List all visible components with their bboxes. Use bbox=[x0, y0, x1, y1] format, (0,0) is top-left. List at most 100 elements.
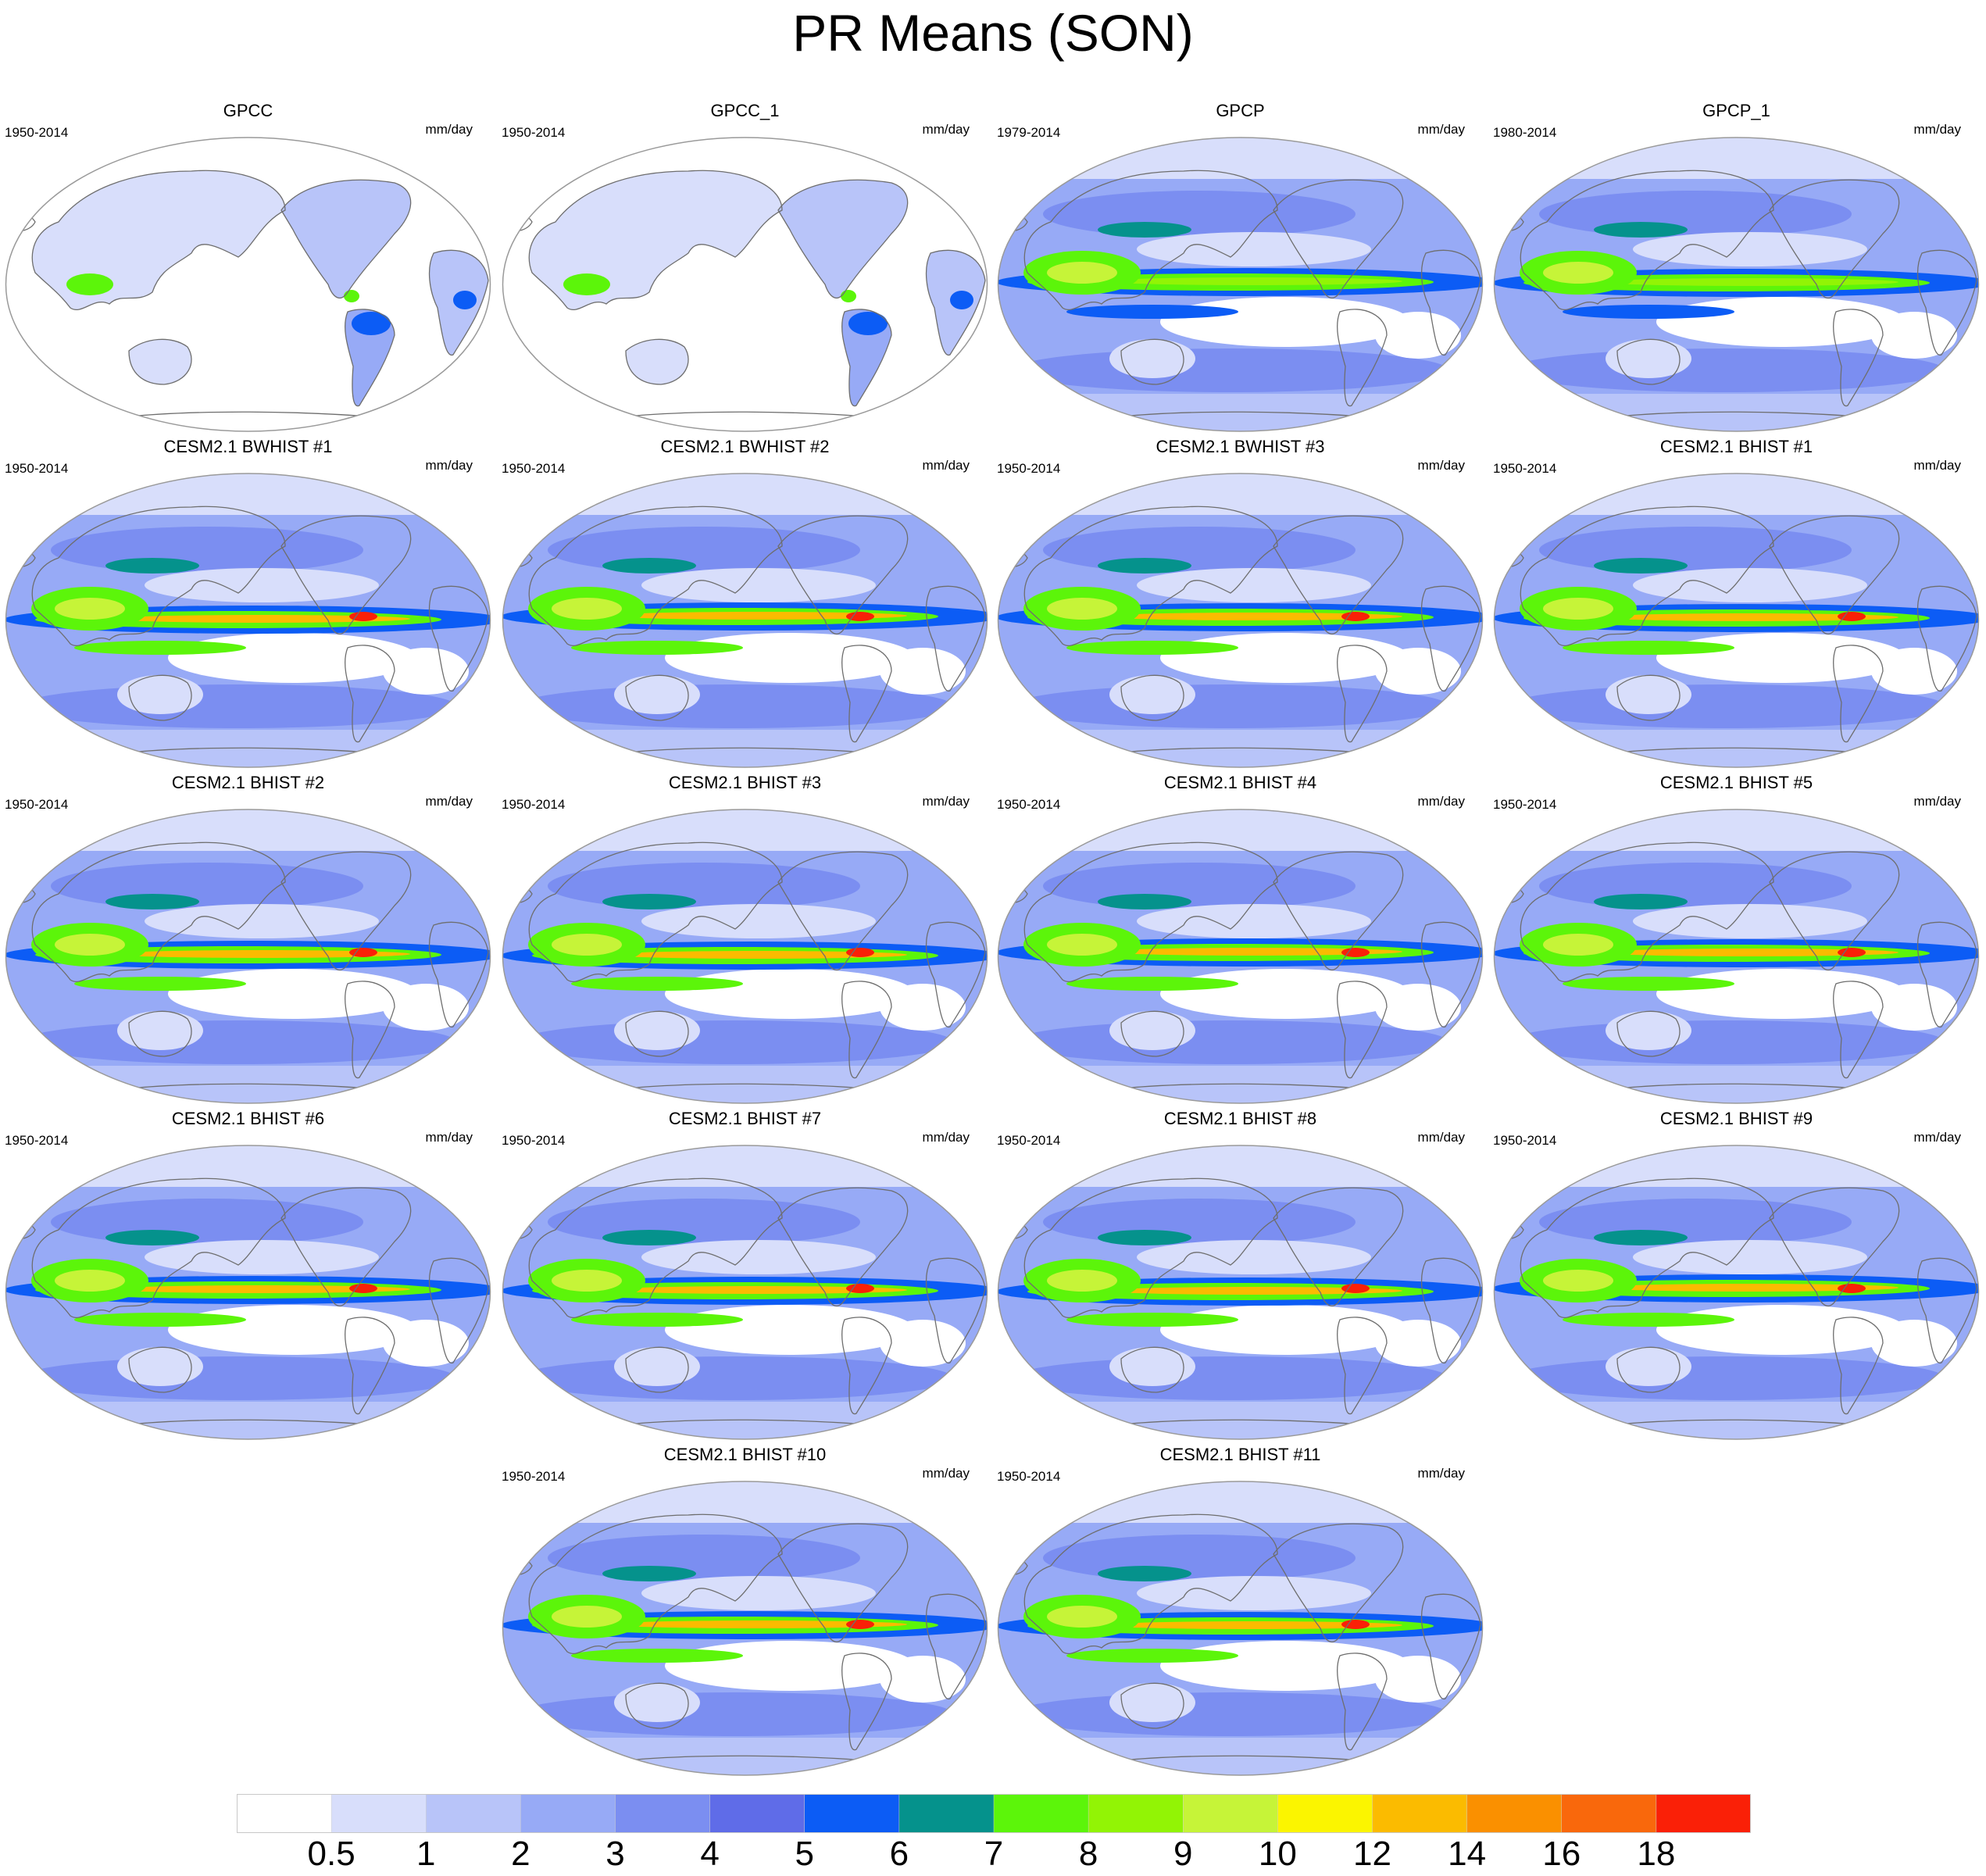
panel-period-label: 1950-2014 bbox=[997, 1133, 1061, 1148]
storm-track-north bbox=[51, 527, 363, 574]
kuroshio-band bbox=[105, 558, 199, 574]
panel-title: GPCP_1 bbox=[1702, 101, 1770, 120]
warm-pool-core bbox=[552, 934, 622, 956]
subtropical-dry-north bbox=[1633, 904, 1867, 938]
dry-zone-australia bbox=[1109, 675, 1195, 714]
coastline-australia-outline bbox=[625, 1682, 689, 1729]
panel-title: CESM2.1 BWHIST #2 bbox=[660, 437, 830, 456]
kuroshio-band bbox=[1594, 894, 1688, 909]
map-border bbox=[5, 1145, 491, 1440]
polar-band-north bbox=[502, 809, 988, 851]
spcz-band bbox=[1563, 305, 1734, 319]
map-border bbox=[502, 1145, 988, 1440]
spcz-band bbox=[1066, 1649, 1238, 1663]
spcz-band bbox=[1066, 977, 1238, 991]
subtropical-dry-north bbox=[1633, 1240, 1867, 1274]
polar-band-north bbox=[998, 473, 1483, 515]
spcz-band bbox=[571, 641, 743, 655]
panel-period-label: 1950-2014 bbox=[5, 125, 69, 140]
spcz-band bbox=[1563, 977, 1734, 991]
dry-zone-australia bbox=[1109, 1683, 1195, 1722]
coastline-asia-outline bbox=[31, 842, 286, 982]
itcz-hotspot bbox=[1838, 948, 1866, 957]
subtropical-dry-north bbox=[1633, 568, 1867, 602]
panel-title: CESM2.1 BWHIST #3 bbox=[1156, 437, 1325, 456]
itcz-core bbox=[1602, 278, 1898, 286]
polar-band-south bbox=[998, 1402, 1483, 1439]
polar-band-north bbox=[998, 809, 1483, 851]
storm-track-north bbox=[548, 1199, 860, 1245]
land-australia-precip bbox=[626, 339, 689, 384]
panel-title: CESM2.1 BHIST #3 bbox=[668, 773, 822, 792]
warm-pool-core bbox=[1543, 934, 1613, 956]
dry-zone-australia bbox=[1109, 1011, 1195, 1050]
precip-map bbox=[1493, 137, 1980, 432]
colorbar-segment bbox=[1088, 1794, 1184, 1833]
coastline-asia-outline bbox=[1023, 842, 1278, 982]
colorbar-tick-label: 9 bbox=[1173, 1835, 1193, 1873]
colorbar-tick-label: 4 bbox=[700, 1835, 720, 1873]
panel-title: GPCC_1 bbox=[710, 101, 780, 120]
panel-units-label: mm/day bbox=[922, 1466, 970, 1481]
coastline-australia-outline bbox=[1120, 1010, 1184, 1057]
spcz-band bbox=[571, 977, 743, 991]
map-border bbox=[997, 1481, 1484, 1776]
storm-track-north bbox=[1043, 191, 1356, 238]
map-panel: CESM2.1 BHIST #1 1950-2014 mm/day bbox=[1488, 436, 1984, 772]
subtropical-dry-south bbox=[168, 969, 418, 1019]
kuroshio-band bbox=[105, 1230, 199, 1245]
polar-band-south bbox=[502, 1402, 988, 1439]
polar-band-south bbox=[998, 730, 1483, 767]
storm-track-south bbox=[516, 1020, 954, 1064]
panel-period-label: 1950-2014 bbox=[502, 461, 566, 476]
polar-band-north bbox=[502, 1145, 988, 1187]
subtropical-dry-north bbox=[1137, 1576, 1371, 1610]
map-border bbox=[997, 809, 1484, 1104]
storm-track-north bbox=[548, 1535, 860, 1581]
precip-map bbox=[5, 473, 491, 768]
itcz-core bbox=[610, 1621, 907, 1628]
storm-track-north bbox=[51, 1199, 363, 1245]
panel-title: GPCC bbox=[223, 101, 273, 120]
polar-band-north bbox=[502, 473, 988, 515]
panel-title: CESM2.1 BHIST #7 bbox=[668, 1109, 822, 1128]
panel-period-label: 1979-2014 bbox=[997, 125, 1061, 140]
map-border bbox=[5, 473, 491, 768]
storm-track-south bbox=[1012, 1356, 1449, 1400]
coastline-south-america-outline bbox=[1833, 1317, 1884, 1415]
panel-units-label: mm/day bbox=[1913, 1130, 1961, 1145]
itcz-hotspot bbox=[1341, 948, 1370, 957]
itcz-core bbox=[1602, 613, 1898, 621]
colorbar-tick-label: 18 bbox=[1637, 1835, 1676, 1873]
map-border bbox=[1493, 473, 1980, 768]
dry-zone-australia bbox=[1606, 1347, 1691, 1386]
colorbar-tick-label: 16 bbox=[1542, 1835, 1581, 1873]
colorbar-segment bbox=[520, 1794, 616, 1833]
precip-map bbox=[997, 1145, 1484, 1440]
panel-units-label: mm/day bbox=[1913, 458, 1961, 473]
polar-band-south bbox=[502, 730, 988, 767]
central-america-wet bbox=[344, 290, 359, 302]
coastline-antarctica-outline bbox=[120, 411, 380, 418]
itcz-hotspot bbox=[1838, 612, 1866, 621]
coastline-south-america-outline bbox=[1833, 981, 1884, 1079]
dry-zone-australia bbox=[1109, 1347, 1195, 1386]
precip-map bbox=[502, 809, 988, 1104]
precip-map bbox=[5, 137, 491, 432]
subtropical-dry-south bbox=[665, 1641, 915, 1691]
polar-band-south bbox=[1494, 394, 1979, 431]
map-border bbox=[502, 809, 988, 1104]
itcz-hotspot bbox=[846, 1620, 874, 1629]
dry-zone-south-atlantic bbox=[1375, 648, 1461, 695]
coastline-africa-outline bbox=[925, 1257, 986, 1363]
map-panel: CESM2.1 BHIST #3 1950-2014 mm/day bbox=[497, 772, 993, 1108]
storm-track-south bbox=[20, 1356, 457, 1400]
polar-band-south bbox=[502, 1738, 988, 1775]
coastline-africa-outline bbox=[1420, 1593, 1481, 1699]
coastline-antarctica-outline bbox=[120, 1419, 380, 1426]
warm-pool-core bbox=[1047, 934, 1117, 956]
dry-zone-australia bbox=[614, 675, 700, 714]
map-panel: GPCP 1979-2014 mm/day bbox=[992, 100, 1488, 436]
subtropical-dry-south bbox=[1656, 969, 1906, 1019]
panel-units-label: mm/day bbox=[425, 122, 473, 137]
